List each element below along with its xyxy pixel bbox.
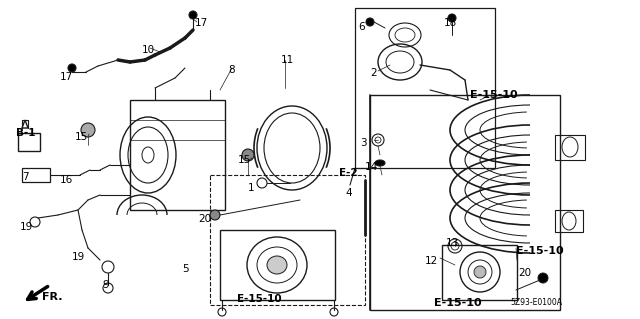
Ellipse shape (81, 123, 95, 137)
Ellipse shape (375, 160, 385, 166)
Text: E-2: E-2 (339, 168, 358, 178)
Text: 2: 2 (370, 68, 376, 78)
Bar (22, 168, 50, 182)
Text: E-15-10: E-15-10 (516, 246, 564, 256)
Ellipse shape (189, 11, 197, 19)
Bar (18, 133, 40, 151)
Ellipse shape (267, 256, 287, 274)
Bar (442, 245, 517, 300)
Text: 13: 13 (446, 238, 460, 248)
Ellipse shape (538, 273, 548, 283)
Text: 19: 19 (20, 222, 33, 232)
Text: 7: 7 (22, 172, 29, 182)
Text: 6: 6 (358, 22, 365, 32)
Bar (210, 175, 365, 305)
Text: 18: 18 (444, 18, 457, 28)
Text: 14: 14 (365, 162, 378, 172)
Text: 4: 4 (345, 188, 351, 198)
Text: 1: 1 (248, 183, 255, 193)
Ellipse shape (210, 210, 220, 220)
Text: 17: 17 (195, 18, 208, 28)
Text: 5: 5 (182, 264, 189, 274)
Bar (555, 135, 585, 160)
Bar (555, 210, 583, 232)
Text: 11: 11 (281, 55, 294, 65)
Text: 10: 10 (142, 45, 155, 55)
Bar (130, 100, 225, 210)
Ellipse shape (474, 266, 486, 278)
Text: 19: 19 (72, 252, 85, 262)
Ellipse shape (242, 149, 254, 161)
Bar (355, 8, 495, 168)
Ellipse shape (68, 64, 76, 72)
Ellipse shape (448, 14, 456, 22)
Text: 9: 9 (102, 280, 109, 290)
Text: 20: 20 (198, 214, 211, 224)
Text: FR.: FR. (42, 292, 63, 302)
Text: E-15-10: E-15-10 (434, 298, 482, 308)
Text: 12: 12 (425, 256, 438, 266)
Text: 3: 3 (360, 138, 367, 148)
Text: 20: 20 (518, 268, 531, 278)
Text: 15: 15 (238, 155, 252, 165)
Text: 15: 15 (75, 132, 88, 142)
Ellipse shape (366, 18, 374, 26)
Text: 16: 16 (60, 175, 73, 185)
Text: B-1: B-1 (16, 128, 35, 138)
Bar (370, 95, 560, 310)
Text: 17: 17 (60, 72, 73, 82)
Bar (220, 230, 335, 300)
Text: E-15-10: E-15-10 (237, 294, 282, 304)
Polygon shape (22, 120, 28, 128)
Text: 8: 8 (228, 65, 235, 75)
Text: E-15-10: E-15-10 (470, 90, 518, 100)
Text: 5Z93-E0100A: 5Z93-E0100A (510, 298, 562, 307)
